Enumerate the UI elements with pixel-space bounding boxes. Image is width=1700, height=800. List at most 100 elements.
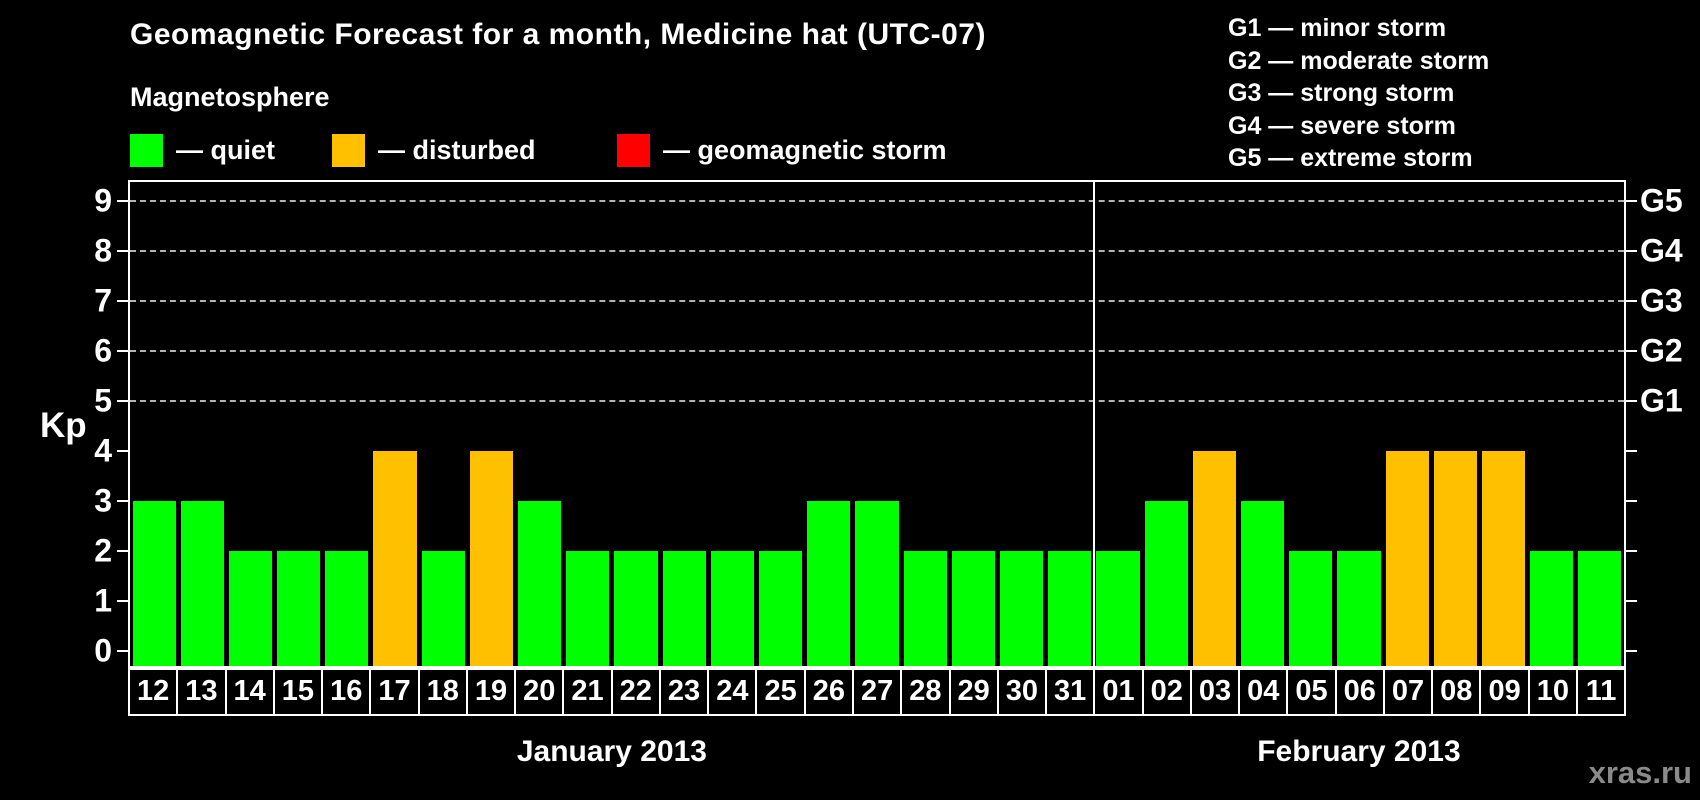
legend-item-disturbed: — disturbed bbox=[332, 133, 536, 167]
y-axis-label: Kp bbox=[40, 406, 87, 445]
kp-bar-day-12 bbox=[132, 501, 176, 668]
kp-bar-day-27 bbox=[855, 501, 899, 668]
gridline-kp-5 bbox=[130, 400, 1624, 402]
kp-bar-day-24 bbox=[710, 551, 754, 668]
y-axis-tick-label-7: 7 bbox=[94, 282, 112, 319]
kp-bar-day-08 bbox=[1433, 451, 1477, 668]
right-axis-label-g4: G4 bbox=[1640, 232, 1683, 269]
gridline-kp-7 bbox=[130, 300, 1624, 302]
y-axis-tick-right-3 bbox=[1626, 500, 1637, 502]
kp-bar-day-13 bbox=[180, 501, 224, 668]
day-label-17: 17 bbox=[369, 668, 417, 714]
day-label-20: 20 bbox=[514, 668, 562, 714]
kp-bar-day-09 bbox=[1481, 451, 1526, 668]
day-label-03: 03 bbox=[1189, 668, 1238, 714]
day-label-29: 29 bbox=[948, 668, 997, 714]
y-axis-tick-right-7 bbox=[1626, 300, 1637, 302]
y-axis-tick-label-6: 6 bbox=[94, 332, 112, 369]
kp-bar-day-29 bbox=[951, 551, 995, 668]
y-axis-tick-label-2: 2 bbox=[94, 532, 112, 569]
y-axis-tick-left-1 bbox=[117, 600, 128, 602]
right-axis-label-g5: G5 bbox=[1640, 182, 1683, 219]
day-label-02: 02 bbox=[1141, 668, 1190, 714]
day-label-10: 10 bbox=[1527, 668, 1576, 714]
day-label-11: 11 bbox=[1575, 668, 1624, 714]
day-axis-row: 12 13 14 15 16 17 18 19 20 21 22 23 24 25 26 27 28 29 30 31… bbox=[128, 666, 1626, 716]
y-axis-tick-left-0 bbox=[117, 650, 128, 652]
kp-bar-day-06 bbox=[1337, 551, 1381, 668]
g-scale-legend-line-g5: G5 — extreme storm bbox=[1228, 144, 1473, 172]
kp-bar-day-18 bbox=[421, 551, 465, 668]
day-label-13: 13 bbox=[176, 668, 224, 714]
chart-title: Geomagnetic Forecast for a month, Medici… bbox=[130, 18, 986, 51]
day-label-23: 23 bbox=[658, 668, 707, 714]
legend-label-quiet: — quiet bbox=[176, 134, 275, 165]
g-scale-legend-line-g2: G2 — moderate storm bbox=[1228, 46, 1490, 75]
kp-bar-day-23 bbox=[662, 551, 706, 668]
kp-bar-day-15 bbox=[277, 551, 321, 668]
y-axis-tick-left-9 bbox=[117, 200, 128, 202]
day-label-24: 24 bbox=[707, 668, 755, 714]
gridline-kp-9 bbox=[130, 200, 1624, 202]
month-label-january: January 2013 bbox=[516, 735, 707, 768]
right-axis-label-g3: G3 bbox=[1640, 282, 1683, 319]
kp-bar-day-14 bbox=[228, 551, 273, 668]
day-label-12: 12 bbox=[137, 674, 170, 707]
kp-bar-day-01 bbox=[1096, 551, 1140, 668]
day-label-08: 08 bbox=[1431, 668, 1479, 714]
month-label-february: February 2013 bbox=[1257, 735, 1461, 768]
g-scale-legend-line-g4: G4 — severe storm bbox=[1228, 111, 1456, 140]
kp-bar-day-19 bbox=[469, 451, 514, 668]
y-axis-tick-left-5 bbox=[117, 400, 128, 402]
day-label-27: 27 bbox=[851, 668, 900, 714]
y-axis-tick-right-8 bbox=[1626, 250, 1637, 252]
day-label-28: 28 bbox=[900, 668, 948, 714]
month-separator-line bbox=[1092, 182, 1095, 668]
day-label-25: 25 bbox=[755, 668, 803, 714]
kp-bar-day-10 bbox=[1530, 551, 1574, 668]
y-axis-tick-left-4 bbox=[117, 450, 128, 452]
y-axis-tick-right-2 bbox=[1626, 550, 1637, 552]
kp-bar-day-26 bbox=[807, 501, 851, 668]
plot-canvas bbox=[130, 182, 1624, 668]
quiet-color-swatch bbox=[130, 133, 163, 167]
y-axis-tick-label-3: 3 bbox=[94, 482, 112, 519]
day-label-07: 07 bbox=[1382, 668, 1431, 714]
y-axis-tick-right-9 bbox=[1626, 200, 1637, 202]
y-axis-tick-right-4 bbox=[1626, 450, 1637, 452]
day-label-21: 21 bbox=[562, 668, 610, 714]
day-label-18: 18 bbox=[417, 668, 466, 714]
kp-bar-day-30 bbox=[999, 551, 1044, 668]
day-label-04: 04 bbox=[1238, 668, 1286, 714]
day-label-22: 22 bbox=[610, 668, 659, 714]
kp-bar-day-20 bbox=[518, 501, 562, 668]
y-axis-tick-label-1: 1 bbox=[94, 582, 112, 619]
legend-label-disturbed: — disturbed bbox=[378, 134, 536, 165]
kp-bar-day-25 bbox=[759, 551, 803, 668]
g-scale-legend: G1 — minor storm G2 — moderate storm G3 … bbox=[1228, 12, 1489, 175]
day-label-30: 30 bbox=[996, 668, 1045, 714]
g-scale-legend-line-g1: G1 — minor storm bbox=[1228, 14, 1447, 42]
kp-bar-day-04 bbox=[1240, 501, 1285, 668]
y-axis-tick-label-8: 8 bbox=[94, 232, 112, 269]
gridline-kp-8 bbox=[130, 250, 1624, 252]
day-label-06: 06 bbox=[1334, 668, 1383, 714]
disturbed-color-swatch bbox=[332, 133, 365, 167]
day-label-14: 14 bbox=[224, 668, 273, 714]
plot-area bbox=[128, 180, 1626, 670]
day-label-26: 26 bbox=[803, 668, 852, 714]
y-axis-tick-left-7 bbox=[117, 300, 128, 302]
right-axis-label-g2: G2 bbox=[1640, 332, 1683, 369]
day-label-15: 15 bbox=[272, 668, 321, 714]
kp-bar-day-05 bbox=[1289, 551, 1333, 668]
legend-item-quiet: — quiet bbox=[130, 133, 275, 167]
kp-bar-day-22 bbox=[614, 551, 658, 668]
y-axis-tick-left-6 bbox=[117, 350, 128, 352]
y-axis-tick-right-1 bbox=[1626, 600, 1637, 602]
y-axis-tick-label-9: 9 bbox=[94, 182, 112, 219]
day-label-16: 16 bbox=[321, 668, 369, 714]
kp-bar-day-16 bbox=[325, 551, 369, 668]
y-axis-tick-left-8 bbox=[117, 250, 128, 252]
magnetosphere-legend-title: Magnetosphere bbox=[130, 82, 330, 112]
